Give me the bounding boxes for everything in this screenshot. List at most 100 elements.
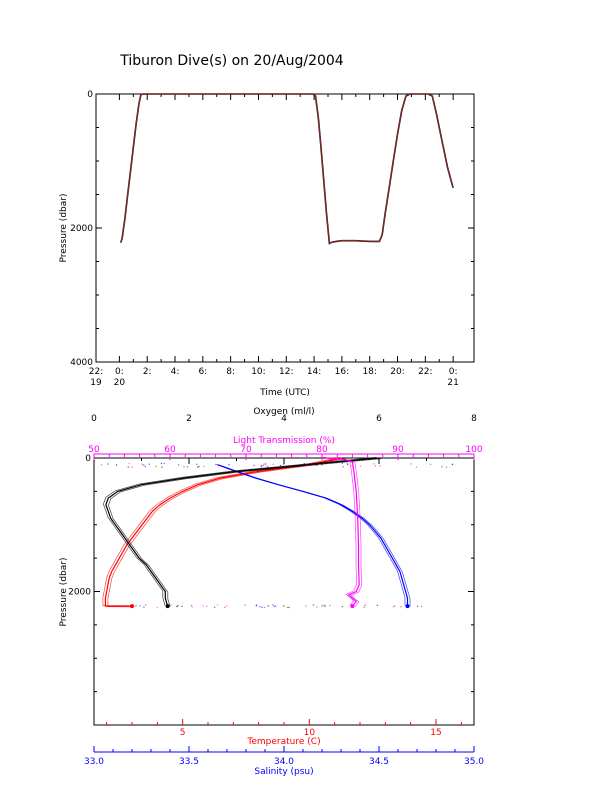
surface-sample-point (415, 466, 418, 468)
bottom-sample-point (393, 605, 396, 607)
surface-sample-point (359, 465, 362, 467)
bottom-sample-point (341, 605, 343, 608)
surface-sample-point (197, 466, 199, 468)
x-tick-label: 20: (390, 367, 404, 377)
bottom-sample-point (275, 605, 277, 607)
surface-sample-point (341, 462, 343, 465)
bottom-sample-point (272, 604, 274, 606)
oxygen-bottom-point (165, 604, 170, 609)
light-tick-label: 60 (164, 445, 176, 455)
surface-sample-point (128, 462, 130, 465)
oxygen-tick-label: 4 (281, 414, 287, 424)
bottom-sample-point (420, 605, 423, 607)
surface-sample-point (352, 465, 354, 467)
bottom-sample-point (364, 604, 366, 606)
surface-sample-point (297, 466, 299, 468)
salinity-tick-label: 33.5 (179, 757, 199, 767)
surface-sample-point (410, 463, 412, 465)
surface-sample-point (144, 465, 146, 468)
surface-sample-point (143, 464, 145, 466)
temperature-bottom-point (130, 604, 134, 609)
y-axis-label: Pressure (dbar) (59, 558, 69, 627)
oxygen-axis-label: Oxygen (ml/l) (253, 407, 314, 417)
surface-sample-point (160, 462, 163, 465)
bottom-sample-point (321, 605, 323, 607)
y-axis-label: Pressure (dbar) (59, 194, 69, 263)
oxygen-profile-cast (108, 458, 382, 607)
bottom-sample-point (135, 605, 137, 607)
y-tick-label: 2000 (70, 224, 93, 234)
bottom-sample-point (176, 605, 178, 608)
bottom-sample-point (264, 606, 266, 609)
light-tick-label: 80 (316, 445, 328, 455)
bottom-sample-point (121, 606, 124, 608)
surface-sample-point (305, 464, 307, 466)
bottom-sample-point (376, 604, 379, 606)
y-tick-label: 4000 (70, 358, 93, 368)
temperature-tick-label: 5 (180, 728, 186, 738)
surface-sample-point (265, 464, 267, 466)
x-tick-label: 2: (143, 367, 152, 377)
salinity-tick-label: 34.5 (369, 757, 389, 767)
chart-title: Tiburon Dive(s) on 20/Aug/2004 (119, 53, 344, 69)
x-tick-label: 4: (171, 367, 180, 377)
salinity-profile-cast (219, 464, 411, 607)
temperature-axis-label: Temperature (C) (246, 737, 320, 747)
x-tick-label: 22: (89, 367, 103, 377)
bottom-sample-point (130, 605, 132, 607)
x-tick-label: 0: (449, 367, 458, 377)
bottom-sample-point (305, 605, 307, 607)
x-tick-label: 8: (226, 367, 235, 377)
bottom-sample-point (202, 605, 204, 607)
bottom-sample-point (323, 604, 325, 606)
surface-sample-point (163, 462, 165, 465)
plot-frame (93, 457, 475, 726)
surface-sample-point (183, 466, 185, 468)
y-tick-label: 2000 (68, 588, 91, 598)
light-axis-label: Light Transmission (%) (233, 436, 335, 446)
x-tick-label: 10: (251, 367, 265, 377)
surface-sample-point (155, 465, 157, 468)
x-tick-label: 16: (335, 367, 349, 377)
surface-sample-point (141, 463, 143, 465)
surface-sample-point (445, 466, 448, 468)
surface-sample-point (303, 462, 305, 465)
x-tick-label: 22: (418, 367, 432, 377)
surface-sample-point (300, 464, 303, 466)
surface-sample-point (264, 463, 267, 465)
bottom-sample-point (283, 605, 285, 607)
surface-sample-point (203, 465, 205, 468)
oxygen-profile-cast (103, 457, 377, 606)
surface-sample-point (177, 464, 180, 466)
bottom-sample-point (259, 606, 261, 608)
surface-sample-point (315, 464, 318, 466)
surface-sample-point (350, 465, 352, 467)
bottom-sample-point (400, 606, 402, 608)
bottom-sample-point (392, 606, 395, 608)
bottom-sample-point (267, 605, 269, 607)
bottom-sample-point (216, 604, 219, 606)
surface-sample-point (260, 464, 262, 466)
salinity-profile (217, 464, 409, 607)
bottom-sample-point (181, 605, 183, 607)
surface-sample-point (198, 465, 200, 468)
y-tick-label: 0 (87, 90, 93, 100)
x-axis-label: Time (UTC) (259, 388, 310, 398)
bottom-sample-point (190, 604, 193, 607)
bottom-sample-point (255, 604, 258, 606)
bottom-sample-point (286, 606, 289, 608)
oxygen-tick-label: 0 (91, 414, 97, 424)
temperature-profile (104, 457, 343, 607)
temperature-profile-cast (107, 458, 345, 608)
salinity-tick-label: 33.0 (84, 757, 104, 767)
surface-sample-point (228, 464, 230, 466)
oxygen-tick-label: 8 (471, 414, 477, 424)
surface-sample-point (282, 463, 285, 465)
salinity-tick-label: 34.0 (274, 757, 294, 767)
dive-pressure-line (120, 93, 454, 245)
surface-sample-point (321, 464, 323, 466)
light-tick-label: 100 (465, 445, 482, 455)
